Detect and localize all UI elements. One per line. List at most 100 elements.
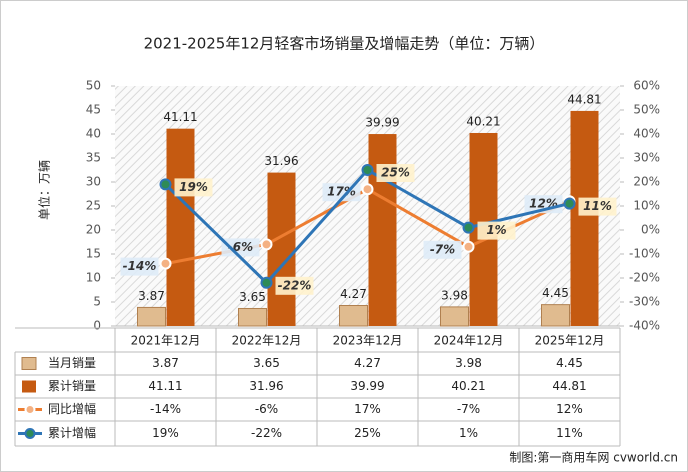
line-value-label: 11% [583,199,612,213]
y2-tick-label: -20% [629,271,660,285]
value-label-bg [578,197,617,216]
x-tick-label: 2025年12月 [535,334,605,348]
line-value-label: 1% [486,223,506,237]
bar [166,128,195,326]
value-label-bg [120,257,159,276]
y-tick-label: 50 [86,79,101,93]
y-tick-label: 40 [86,127,101,141]
line-point [159,178,172,191]
table-cell: 39.99 [350,379,384,393]
value-label-bg [477,221,516,240]
line-point [563,197,576,210]
table-cell: 3.65 [253,356,280,370]
y-tick-label: 0 [93,319,101,333]
table-cell: 31.96 [249,379,283,393]
y2-tick-label: 30% [633,151,660,165]
legend-marker [24,404,36,415]
source: 制图:第一商用车网 cvworld.cn [509,450,678,465]
line-value-label: -14% [123,259,157,273]
line-point [159,257,172,270]
y-tick-label: 25 [86,199,101,213]
value-label-bg [174,178,213,197]
table-cell: 4.27 [354,356,381,370]
bar [137,306,166,327]
bar [541,304,570,327]
value-label-bg [221,238,260,257]
y2-tick-label: 10% [633,199,660,213]
y2-tick-label: 0% [641,223,660,237]
table-cell: 1% [459,426,478,440]
line-point [361,164,374,176]
line-point [361,183,374,196]
y-tick-label: 20 [86,223,101,237]
legend-marker [24,428,36,439]
value-label-bg [423,240,462,259]
y-axis-label: 单位：万辆 [37,160,52,220]
bar-value-label: 3.87 [138,289,165,303]
bar-value-label: 44.81 [567,92,601,106]
line-value-label: -22% [278,278,312,292]
bar-value-label: 4.27 [340,287,367,301]
x-tick-label: 2022年12月 [232,334,302,348]
legend-marker [21,357,37,370]
table-cell: 44.81 [552,379,586,393]
table-cell: 3.98 [455,356,482,370]
y2-tick-label: 60% [633,79,660,93]
value-label-bg [376,164,415,182]
y-tick-label: 45 [86,103,101,117]
line-value-label: 17% [327,185,356,199]
y2-tick-label: 40% [633,127,660,141]
table-cell: 11% [556,426,583,440]
line-point [260,276,273,289]
bar [339,305,368,327]
table-cell: 4.45 [556,356,583,370]
line-point [462,221,475,234]
legend-label: 当月销量 [48,356,96,370]
bar [440,306,469,327]
legend-label: 累计销量 [48,379,96,393]
y2-tick-label: 20% [633,175,660,189]
y-tick-label: 15 [86,247,101,261]
y2-tick-label: -10% [629,247,660,261]
table-cell: -7% [457,402,480,416]
bar-value-label: 3.98 [441,288,468,302]
y-tick-label: 35 [86,151,101,165]
table-cell: 17% [354,402,381,416]
table-cell: 40.21 [451,379,485,393]
legend-label: 同比增幅 [48,401,96,416]
table-cell: 25% [354,426,381,440]
table-cell: -22% [251,426,282,440]
y2-tick-label: 50% [633,103,660,117]
bar [570,110,599,326]
bar-value-label: 41.11 [163,110,197,124]
table-cell: 12% [556,402,583,416]
y2-tick-label: -40% [629,319,660,333]
chart-title: 2021-2025年12月轻客市场销量及增幅走势（单位：万辆） [144,35,545,53]
x-tick-label: 2021年12月 [131,334,201,348]
line-value-label: 25% [381,166,410,180]
bar-value-label: 31.96 [264,154,298,168]
value-label-bg [275,276,314,295]
bar [267,172,296,326]
x-tick-label: 2024年12月 [434,334,504,348]
line-point [462,240,475,253]
table-cell: -6% [255,402,278,416]
bar-value-label: 3.65 [239,290,266,304]
y-tick-label: 30 [86,175,101,189]
x-tick-label: 2023年12月 [333,334,403,348]
y-tick-label: 10 [86,271,101,285]
table-cell: 41.11 [148,379,182,393]
line-point [260,238,273,251]
y-tick-label: 5 [93,295,101,309]
bar [238,307,267,327]
bar-value-label: 39.99 [365,116,399,130]
line-value-label: 19% [179,180,208,194]
legend-label: 累计增幅 [48,425,96,440]
table-cell: 3.87 [152,356,179,370]
bar-value-label: 4.45 [542,286,569,300]
y2-tick-label: -30% [629,295,660,309]
legend-marker [22,380,36,393]
table-cell: -14% [150,402,181,416]
table-cell: 19% [152,426,179,440]
